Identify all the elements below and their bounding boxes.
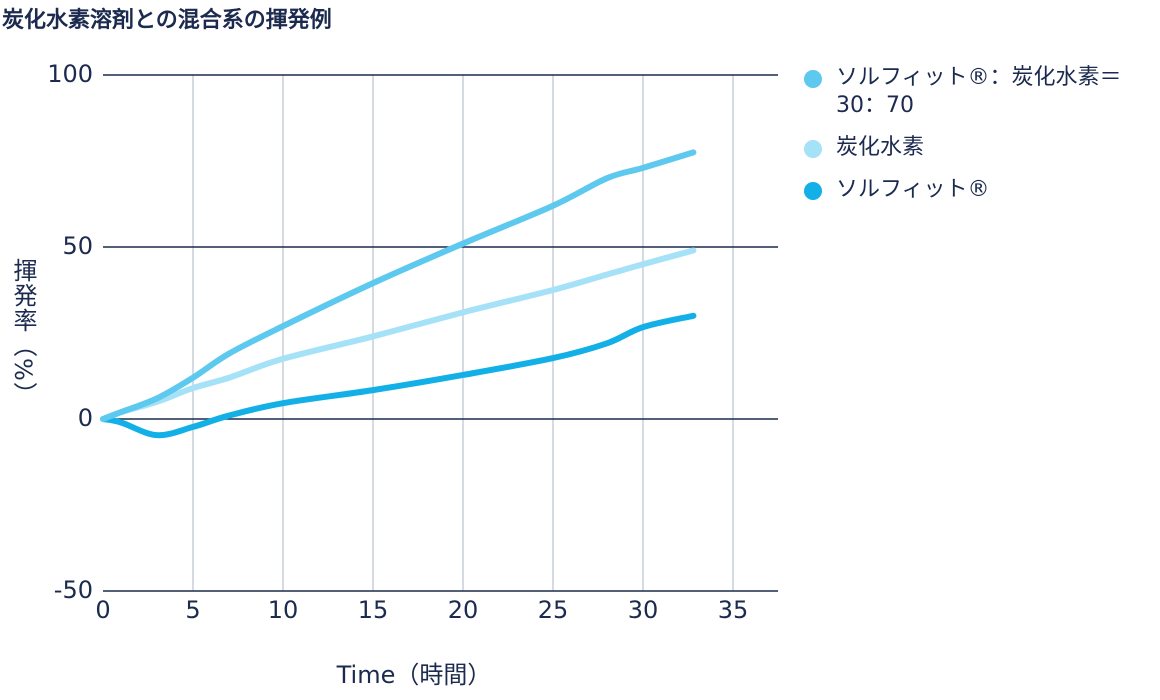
legend-item: 炭化水素 bbox=[804, 134, 1149, 162]
x-tick-label: 20 bbox=[448, 596, 479, 624]
legend-marker bbox=[804, 182, 822, 200]
x-tick-label: 30 bbox=[628, 596, 659, 624]
chart-title: 炭化水素溶剤との混合系の揮発例 bbox=[2, 8, 332, 33]
x-axis-label: Time（時間） bbox=[336, 661, 492, 689]
x-tick-label: 15 bbox=[358, 596, 389, 624]
legend: ソルフィット®：炭化水素＝30：70 炭化水素ソルフィット® bbox=[804, 64, 1149, 218]
y-axis-label: 揮発率（%） bbox=[9, 258, 37, 407]
grid bbox=[103, 74, 778, 592]
y-tick-label: 50 bbox=[62, 232, 93, 260]
series-line bbox=[100, 149, 697, 422]
legend-item: ソルフィット® bbox=[804, 176, 1149, 204]
legend-label: ソルフィット®：炭化水素＝30：70 bbox=[836, 65, 1122, 118]
y-tick-label: 0 bbox=[78, 404, 93, 432]
legend-marker bbox=[804, 70, 822, 88]
legend-label: 炭化水素 bbox=[836, 135, 925, 160]
y-tick-label: 100 bbox=[47, 60, 93, 88]
legend-label: ソルフィット® bbox=[836, 177, 990, 202]
x-tick-label: 25 bbox=[538, 596, 569, 624]
legend-marker bbox=[804, 140, 822, 158]
x-tick-label: 10 bbox=[268, 596, 299, 624]
x-tick-label: 5 bbox=[185, 596, 200, 624]
y-tick-label: -50 bbox=[54, 576, 93, 604]
series-line bbox=[100, 312, 697, 439]
series-line bbox=[100, 247, 697, 422]
x-tick-label: 35 bbox=[718, 596, 749, 624]
x-tick-label: 0 bbox=[95, 596, 110, 624]
legend-item: ソルフィット®：炭化水素＝30：70 bbox=[804, 64, 1149, 120]
